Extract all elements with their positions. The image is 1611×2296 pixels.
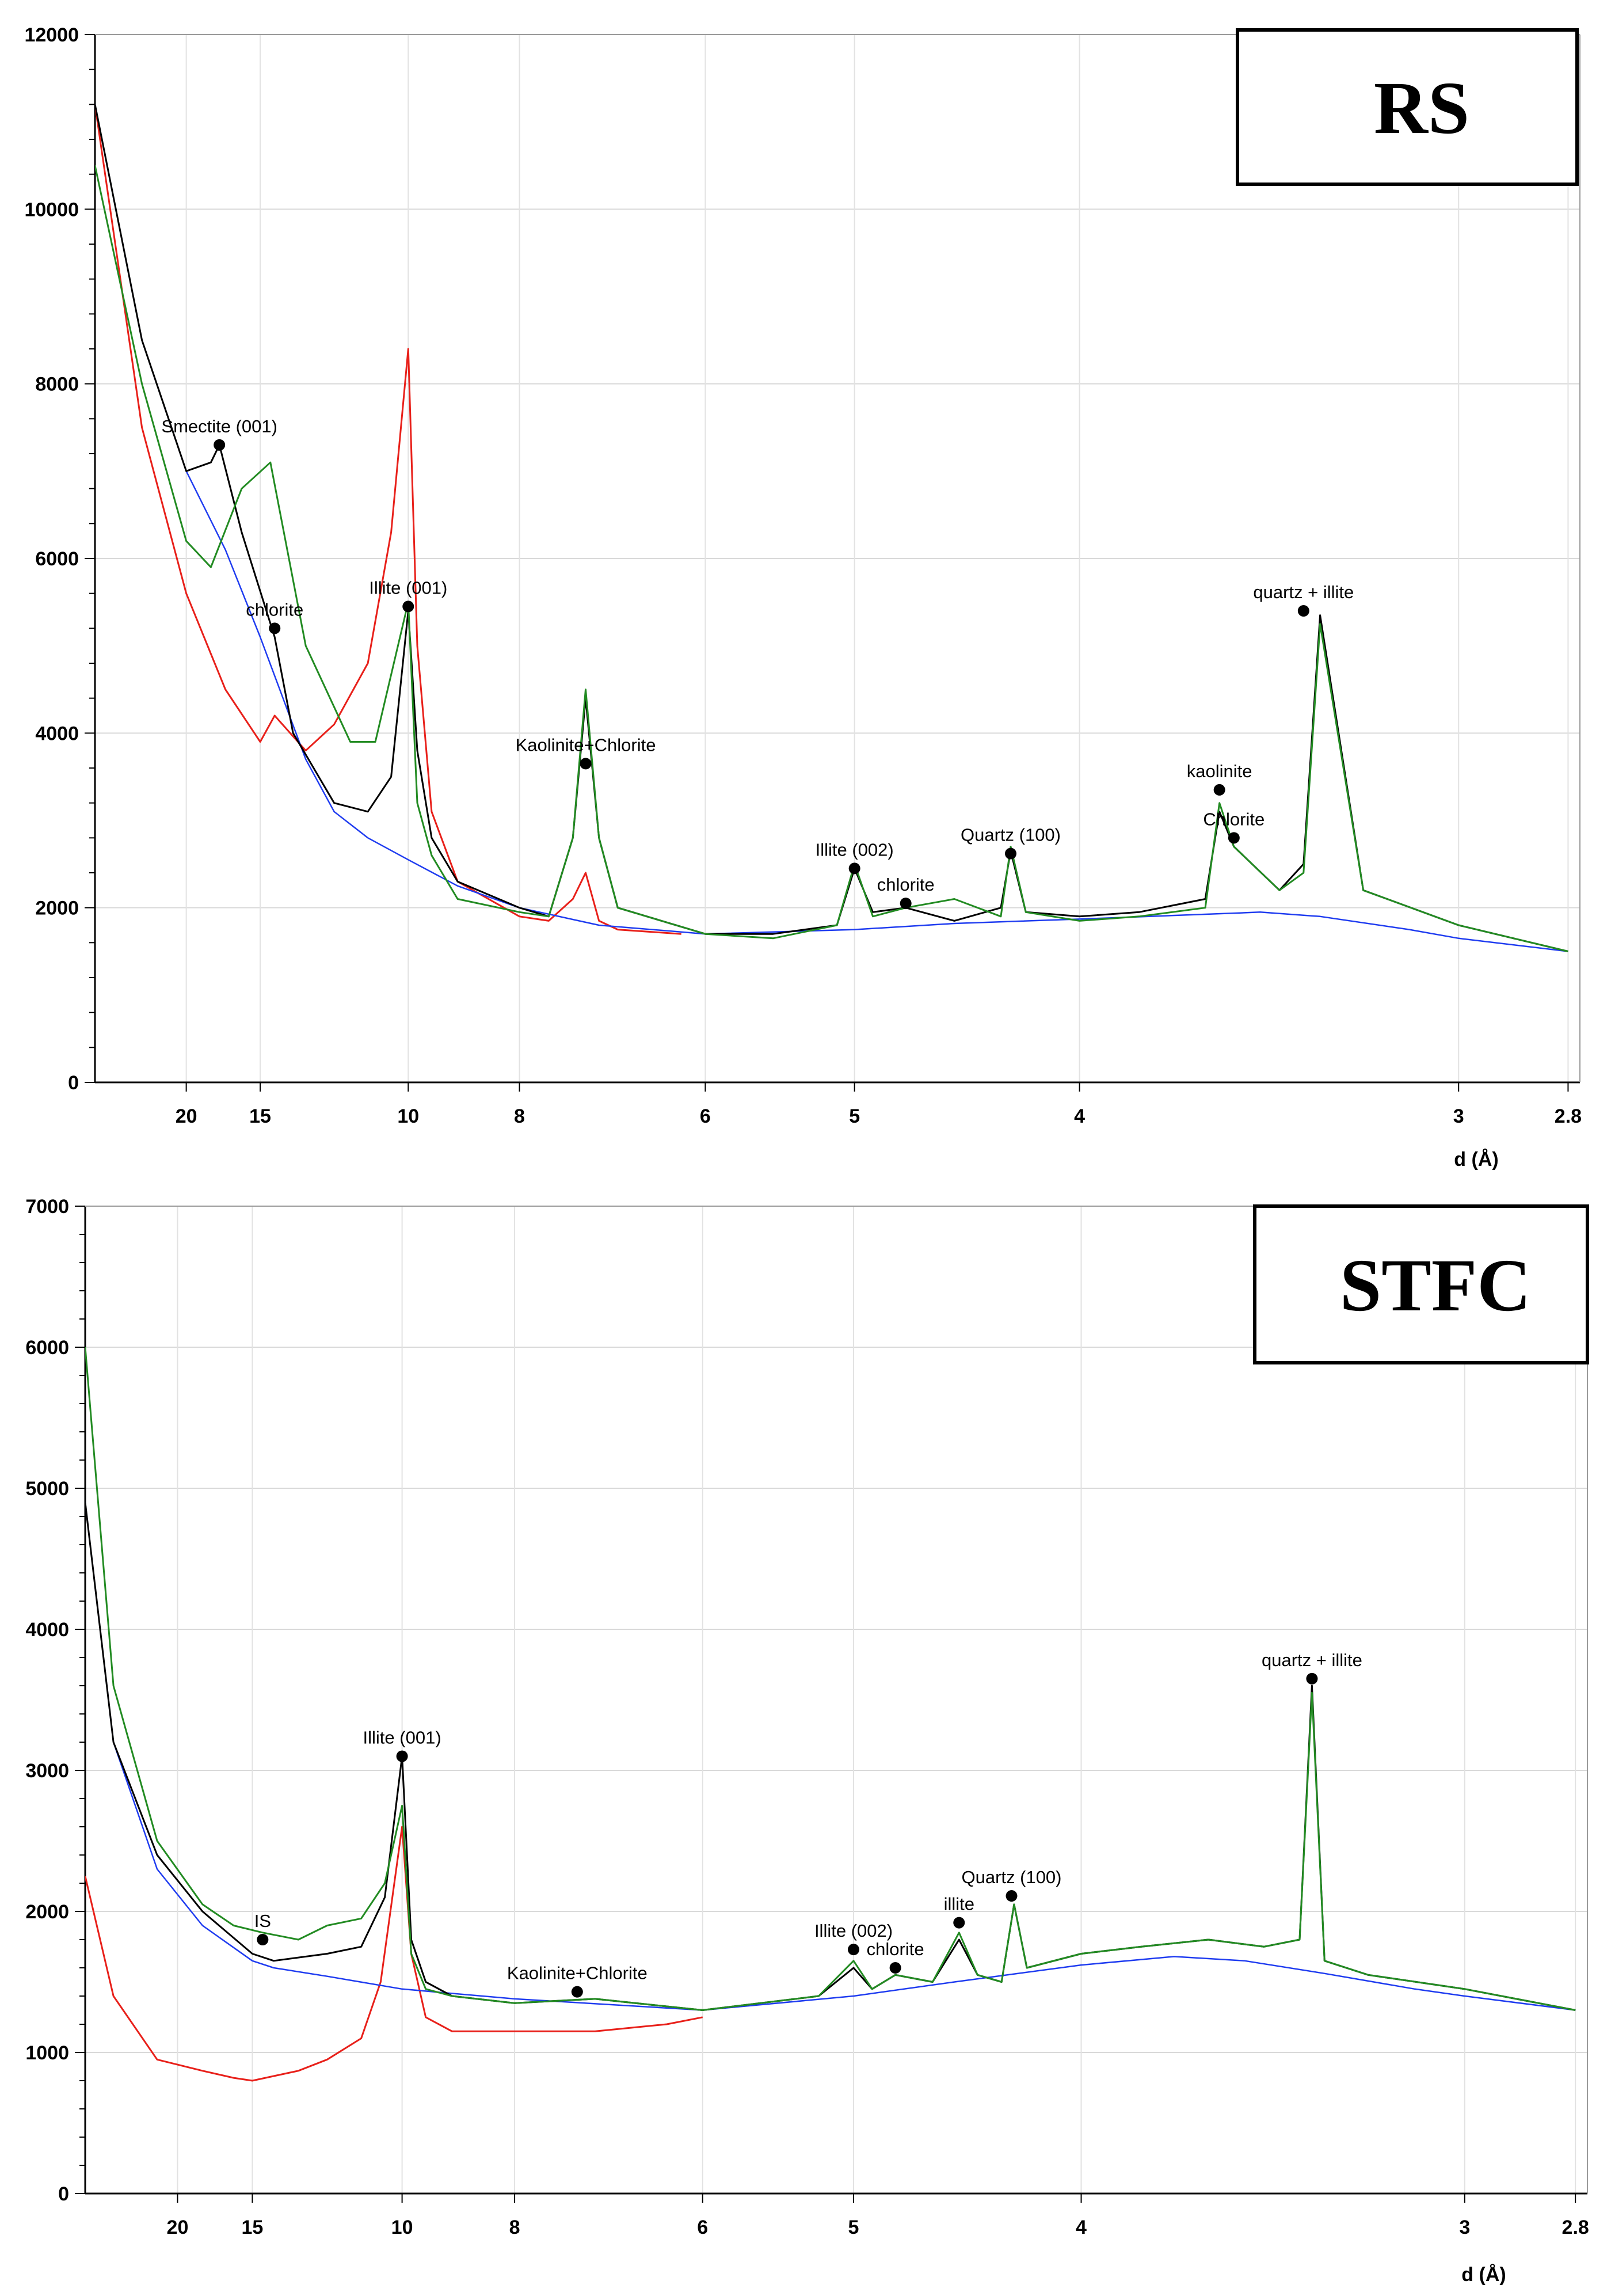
peak-marker	[269, 622, 281, 634]
peak-label: Illite (001)	[363, 1728, 441, 1748]
peak-marker	[396, 1750, 408, 1762]
y-tick-label: 1000	[25, 2042, 69, 2064]
x-tick-label: 3	[1459, 2217, 1470, 2238]
y-tick-label: 8000	[35, 374, 79, 396]
peak-marker	[214, 439, 226, 451]
peak-label: Illite (002)	[814, 1921, 893, 1941]
peak-marker	[848, 862, 860, 875]
chart-panel-rs: 0 2000 4000 6000 8000 10000 12000 20 15 10 8 6 5 4 3 2.…	[24, 24, 1582, 1170]
peak-marker	[1005, 847, 1017, 860]
series-line-red-trace	[85, 1826, 703, 2082]
peak-label: chlorite	[877, 875, 935, 895]
x-tick-label: 6	[697, 2217, 708, 2238]
peak-label: Chlorite	[1203, 809, 1265, 829]
series-line-blue-baseline	[95, 104, 1568, 952]
y-tick-label: 2000	[25, 1901, 69, 1923]
y-tick-label: 4000	[35, 723, 79, 744]
peak-marker	[1213, 784, 1225, 796]
peak-label: Kaolinite+Chlorite	[516, 735, 656, 755]
y-tick-label: 6000	[25, 1337, 69, 1359]
x-tick-label: 20	[167, 2217, 189, 2238]
peak-label: chlorite	[867, 1939, 924, 1959]
x-tick-label: 8	[509, 2217, 520, 2238]
peak-marker	[953, 1917, 965, 1929]
y-tick-label: 0	[68, 1072, 79, 1094]
peak-marker	[1228, 832, 1240, 844]
x-tick-label: 15	[249, 1105, 271, 1127]
peak-marker	[889, 1962, 901, 1974]
y-tick-label: 7000	[25, 1196, 69, 1218]
peak-label: IS	[254, 1911, 271, 1931]
peak-label: kaolinite	[1187, 761, 1252, 781]
x-tick-label: 4	[1074, 1105, 1085, 1127]
panel-title: STFC	[1340, 1244, 1531, 1327]
y-tick-label: 4000	[25, 1619, 69, 1641]
x-axis-label: d (Å)	[1461, 2264, 1506, 2286]
x-tick-label: 4	[1076, 2217, 1087, 2238]
x-tick-label: 2.8	[1562, 2217, 1589, 2238]
y-tick-label: 6000	[35, 548, 79, 570]
peak-label: quartz + illite	[1253, 582, 1354, 602]
series-line-red-trace	[95, 104, 681, 935]
x-tick-label: 6	[700, 1105, 711, 1127]
x-tick-label: 8	[514, 1105, 525, 1127]
peak-marker	[1006, 1890, 1018, 1902]
peak-label: Quartz (100)	[961, 825, 1061, 845]
panel-title-box	[1253, 1204, 1589, 1364]
peak-marker	[580, 758, 592, 770]
x-axis-label: d (Å)	[1454, 1149, 1498, 1170]
peak-marker	[1297, 605, 1309, 617]
panel-title-box	[1236, 28, 1579, 186]
peak-marker	[571, 1986, 583, 1998]
chart-panel-stfc: 0 1000 2000 3000 4000 5000 6000 7000 20 15 10 8 6 5 4 3…	[25, 1196, 1589, 2286]
y-tick-label: 2000	[35, 898, 79, 919]
x-tick-label: 10	[397, 1105, 419, 1127]
peak-label: quartz + illite	[1262, 1650, 1362, 1670]
peak-label: Kaolinite+Chlorite	[507, 1963, 648, 1983]
peak-marker	[1306, 1672, 1318, 1685]
x-tick-label: 5	[848, 2217, 859, 2238]
x-tick-label: 10	[391, 2217, 413, 2238]
series-line-black-trace	[95, 104, 1568, 952]
peak-label: illite	[944, 1894, 974, 1914]
peak-marker	[402, 600, 414, 613]
peak-label: chlorite	[246, 599, 303, 619]
peak-marker	[848, 1944, 860, 1956]
series-line-green-trace	[85, 1347, 1576, 2011]
x-tick-label: 3	[1453, 1105, 1464, 1127]
peak-marker	[257, 1934, 269, 1945]
y-tick-label: 0	[58, 2183, 69, 2205]
y-tick-label: 3000	[25, 1760, 69, 1782]
y-tick-label: 5000	[25, 1478, 69, 1500]
x-tick-label: 15	[241, 2217, 263, 2238]
y-tick-label: 12000	[24, 24, 79, 46]
x-tick-label: 5	[849, 1105, 860, 1127]
series-line-green-trace	[95, 165, 1568, 952]
peak-label: Quartz (100)	[961, 1867, 1061, 1887]
panel-title: RS	[1374, 67, 1469, 150]
y-tick-label: 10000	[24, 199, 79, 221]
peak-label: Smectite (001)	[161, 416, 277, 436]
peak-label: Illite (002)	[816, 839, 894, 860]
x-tick-label: 2.8	[1555, 1105, 1582, 1127]
peak-label: Illite (001)	[369, 577, 447, 598]
peak-marker	[900, 898, 912, 910]
x-tick-label: 20	[176, 1105, 197, 1127]
